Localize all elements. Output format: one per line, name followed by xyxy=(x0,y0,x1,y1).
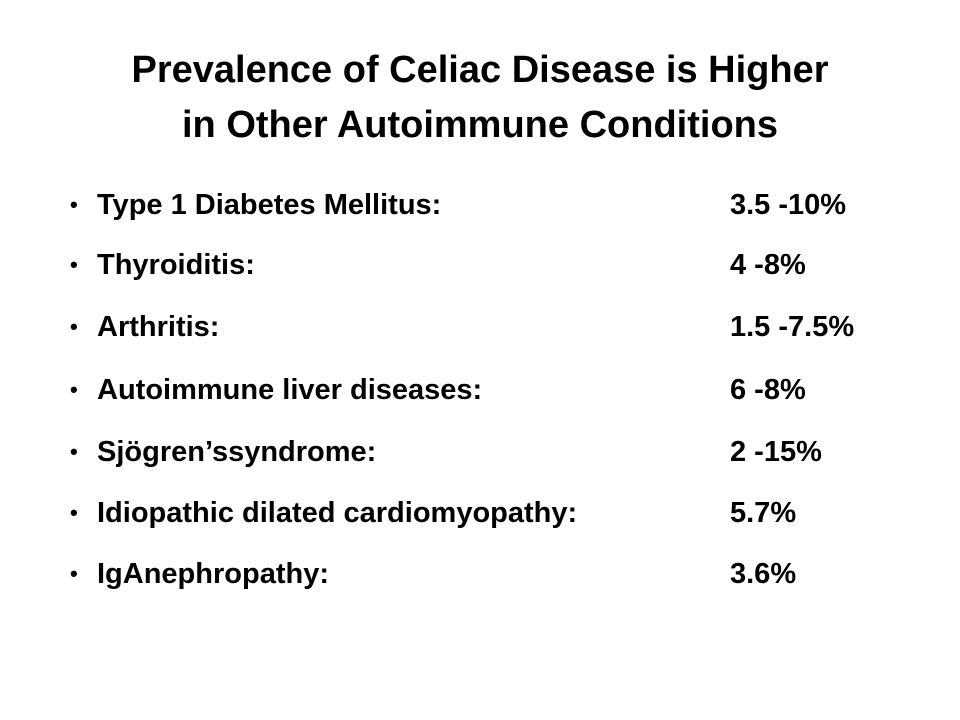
item-label: Idiopathic dilated cardiomyopathy: xyxy=(97,497,578,529)
bullet: • xyxy=(70,192,78,217)
list-item: • Idiopathic dilated cardiomyopathy: 5.7% xyxy=(0,493,960,533)
item-label: Autoimmune liver diseases: xyxy=(97,374,483,406)
item-value: 3.5 -10% xyxy=(730,189,847,221)
bullet: • xyxy=(70,252,78,277)
item-value: 2 -15% xyxy=(730,436,822,468)
list-item: • Type 1 Diabetes Mellitus: 3.5 -10% xyxy=(0,185,960,225)
list-item: • Thyroiditis: 4 -8% xyxy=(0,245,960,285)
list-item: • Autoimmune liver diseases: 6 -8% xyxy=(0,370,960,410)
item-label: Thyroiditis: xyxy=(97,249,255,281)
item-label: IgAnephropathy: xyxy=(97,558,329,590)
item-value: 1.5 -7.5% xyxy=(730,311,855,343)
item-label: Arthritis: xyxy=(97,311,220,343)
item-value: 3.6% xyxy=(730,558,797,590)
item-value: 5.7% xyxy=(730,497,797,529)
item-label: Type 1 Diabetes Mellitus: xyxy=(97,189,442,221)
list-item: • Sjögren’ssyndrome: 2 -15% xyxy=(0,432,960,472)
item-label: Sjögren’ssyndrome: xyxy=(97,436,377,468)
bullet: • xyxy=(70,500,78,525)
title-line: Prevalence of Celiac Disease is Higher xyxy=(131,49,829,91)
bullet: • xyxy=(70,377,78,402)
bullet: • xyxy=(70,561,78,586)
bullet: • xyxy=(70,314,78,339)
list-item: • IgAnephropathy: 3.6% xyxy=(0,554,960,594)
item-value: 6 -8% xyxy=(730,374,806,406)
item-value: 4 -8% xyxy=(730,249,806,281)
title-line: in Other Autoimmune Conditions xyxy=(182,104,778,146)
bullet: • xyxy=(70,439,78,464)
list-item: • Arthritis: 1.5 -7.5% xyxy=(0,307,960,347)
